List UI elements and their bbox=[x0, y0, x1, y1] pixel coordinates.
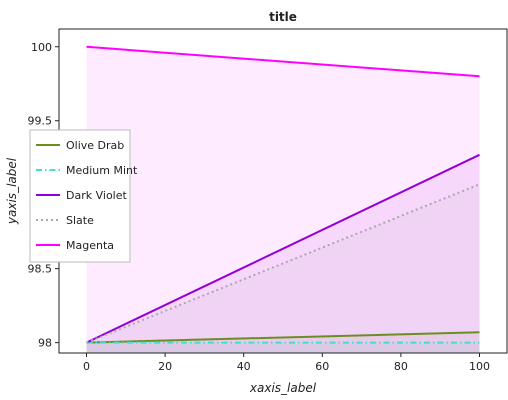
series-area-4 bbox=[86, 46, 480, 354]
series-line-2 bbox=[86, 153, 480, 344]
series-area-3 bbox=[86, 184, 480, 353]
legend-label-2: Dark Violet bbox=[66, 189, 127, 202]
x-axis-label: xaxis_label bbox=[249, 381, 317, 395]
x-tick-label: 0 bbox=[83, 360, 90, 373]
x-axis: 0 20 40 60 80 100 bbox=[83, 353, 490, 373]
y-axis-label: yaxis_label bbox=[5, 157, 19, 225]
chart-title: title bbox=[269, 10, 297, 24]
y-tick-label: 98.5 bbox=[28, 263, 53, 276]
x-tick-label: 80 bbox=[394, 360, 408, 373]
x-tick-label: 20 bbox=[158, 360, 172, 373]
x-tick-label: 40 bbox=[237, 360, 251, 373]
series-area-0 bbox=[86, 332, 480, 353]
series-areas bbox=[86, 46, 480, 354]
series-line-0 bbox=[86, 331, 480, 344]
legend-label-4: Magenta bbox=[66, 239, 114, 252]
x-tick-label: 60 bbox=[315, 360, 329, 373]
legend-label-3: Slate bbox=[66, 214, 94, 227]
legend: Olive Drab Medium Mint Dark Violet Slate Mag… bbox=[29, 129, 138, 263]
series-lines bbox=[86, 45, 480, 344]
series-area-1 bbox=[86, 342, 480, 353]
y-tick-label: 99.5 bbox=[28, 115, 53, 128]
legend-label-1: Medium Mint bbox=[66, 164, 138, 177]
series-line-3 bbox=[86, 183, 480, 344]
legend-label-0: Olive Drab bbox=[66, 139, 124, 152]
y-tick-label: 98 bbox=[38, 337, 52, 350]
series-line-4 bbox=[86, 45, 480, 78]
x-tick-label: 100 bbox=[469, 360, 490, 373]
y-tick-label: 100 bbox=[31, 41, 52, 54]
